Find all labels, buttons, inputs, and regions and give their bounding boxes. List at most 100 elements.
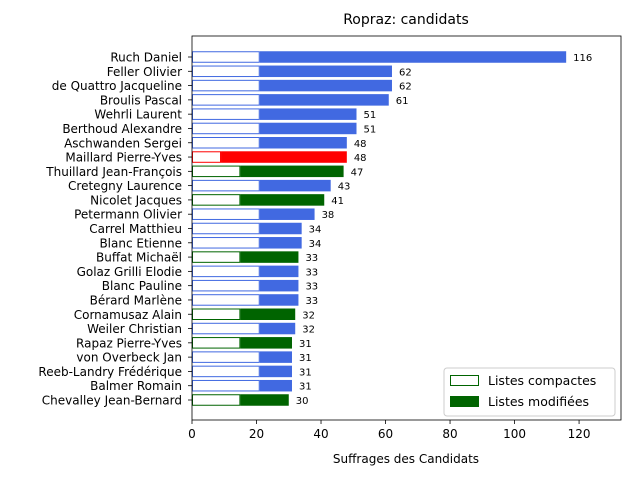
y-tick-label: Wehrli Laurent [94, 108, 182, 122]
bar-compact [192, 94, 260, 106]
bar-compact [192, 337, 241, 349]
y-tick-label: Berthoud Alexandre [62, 122, 182, 136]
bar-compact [192, 51, 260, 63]
bar-value-label: 43 [338, 182, 351, 193]
y-tick-label: Aschwanden Sergei [64, 136, 182, 150]
bar-modified [259, 94, 389, 106]
y-tick-label: Carrel Matthieu [89, 222, 182, 236]
legend-label: Listes modifiées [488, 394, 589, 409]
y-tick-label: Bérard Marlène [90, 293, 182, 307]
bar-compact [192, 322, 260, 335]
bar-modified [259, 265, 299, 278]
x-tick-label: 40 [313, 427, 328, 441]
bar-modified [240, 337, 292, 349]
bar-value-label: 30 [296, 396, 309, 407]
legend-swatch-modified [450, 396, 479, 407]
bar-compact [192, 222, 260, 235]
bar-value-label: 31 [299, 339, 312, 350]
bar-value-label: 41 [331, 196, 344, 207]
bar-compact [192, 308, 241, 320]
x-tick-label: 20 [249, 427, 264, 441]
plot-area: 116 Ruch Daniel 62 Feller Olivier 62 de Quatt… [38, 35, 622, 441]
bar-modified [259, 79, 392, 92]
y-tick-label: Chevalley Jean-Bernard [42, 394, 182, 408]
bar-value-label: 61 [396, 96, 409, 107]
y-tick-label: Rapaz Pierre-Yves [76, 336, 182, 350]
chart-title: Ropraz: candidats [343, 12, 469, 28]
bar-value-label: 33 [305, 282, 318, 293]
bar-value-label: 62 [399, 82, 412, 93]
bar-value-label: 34 [309, 225, 322, 236]
bar-modified [259, 379, 292, 392]
bar-modified [259, 137, 347, 149]
x-tick-label: 0 [188, 427, 196, 441]
bar-value-label: 31 [299, 367, 312, 378]
y-tick-label: Nicolet Jacques [90, 193, 182, 207]
y-tick-label: Cretegny Laurence [68, 179, 182, 193]
bar-value-label: 48 [354, 153, 367, 164]
y-tick-label: von Overbeck Jan [76, 351, 182, 365]
bar-value-label: 51 [364, 124, 377, 135]
x-tick-label: 120 [568, 427, 591, 441]
bar-value-label: 38 [322, 210, 335, 221]
bar-modified [240, 194, 325, 206]
bar-value-label: 31 [299, 382, 312, 393]
bar-modified [259, 208, 315, 220]
bar-modified [240, 165, 344, 178]
bar-modified [259, 179, 331, 192]
bar-compact [192, 251, 241, 263]
bar-value-label: 32 [302, 310, 315, 321]
bar-modified [259, 122, 357, 135]
bar-compact [192, 294, 260, 306]
bar-modified [221, 151, 347, 163]
bar-compact [192, 151, 222, 163]
bar-value-label: 33 [305, 267, 318, 278]
bar-compact [192, 208, 260, 220]
bar-modified [259, 222, 302, 235]
bar-modified [259, 365, 292, 378]
bar-compact [192, 365, 260, 378]
y-tick-label: Golaz Grilli Elodie [77, 265, 182, 279]
bar-compact [192, 165, 241, 178]
y-tick-label: Feller Olivier [107, 65, 182, 79]
bar-modified [259, 237, 302, 249]
bar-compact [192, 265, 260, 278]
y-tick-label: Maillard Pierre-Yves [65, 151, 182, 165]
legend: Listes compactes Listes modifiées [443, 367, 616, 417]
bar-modified [240, 251, 299, 263]
bar-value-label: 33 [305, 253, 318, 264]
y-tick-label: Thuillard Jean-François [45, 165, 182, 179]
bar-modified [259, 294, 299, 306]
bar-compact [192, 194, 241, 206]
bar-value-label: 31 [299, 353, 312, 364]
bar-modified [259, 322, 296, 335]
y-tick-label: Blanc Pauline [102, 279, 182, 293]
bar-value-label: 116 [573, 53, 592, 64]
y-tick-label: Petermann Olivier [74, 208, 182, 222]
bar-modified [240, 394, 289, 406]
legend-label: Listes compactes [488, 373, 596, 388]
bar-value-label: 62 [399, 67, 412, 78]
y-tick-label: Weiler Christian [87, 322, 182, 336]
y-tick-label: Broulis Pascal [100, 93, 182, 107]
y-tick-label: Cornamusaz Alain [74, 308, 182, 322]
bar-value-label: 51 [364, 110, 377, 121]
bar-modified [259, 279, 299, 292]
bar-compact [192, 179, 260, 192]
bar-modified [259, 351, 292, 363]
bar-compact [192, 379, 260, 392]
bar-compact [192, 237, 260, 249]
bar-value-label: 47 [351, 167, 364, 178]
bar-value-label: 34 [309, 239, 322, 250]
x-axis-label: Suffrages des Candidats [333, 452, 479, 466]
bar-compact [192, 65, 260, 78]
bar-compact [192, 122, 260, 135]
y-tick-label: Reeb-Landry Frédérique [38, 365, 182, 379]
plot-frame [191, 35, 622, 421]
bar-compact [192, 279, 260, 292]
y-tick-label: de Quattro Jacqueline [52, 79, 182, 93]
bar-value-label: 48 [354, 139, 367, 150]
y-tick-label: Blanc Etienne [99, 236, 182, 250]
